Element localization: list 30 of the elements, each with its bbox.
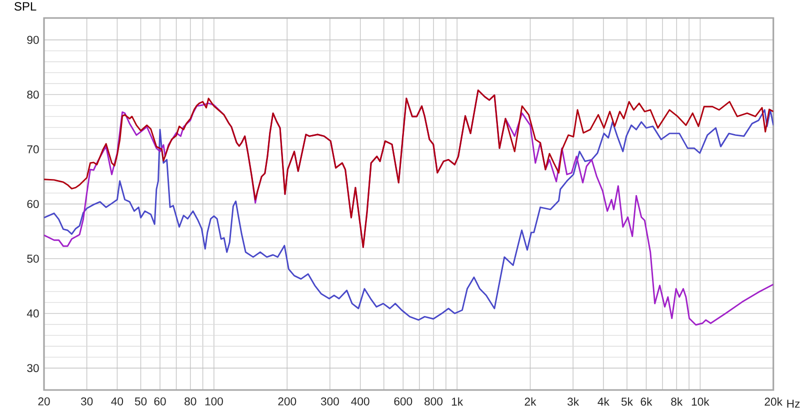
x-tick-label: 1k: [452, 397, 464, 406]
x-tick-label: 8k: [671, 397, 683, 406]
x-tick-label: 3k: [568, 397, 580, 406]
x-tick-label: 10k: [692, 397, 710, 406]
x-tick-label: 5k: [621, 397, 633, 406]
x-tick-label: 2k: [524, 397, 536, 406]
x-tick-label: 6k: [640, 397, 652, 406]
x-tick-label: 50: [134, 397, 147, 406]
x-tick-label: 80: [184, 397, 196, 406]
x-axis-title: Hz: [787, 400, 800, 408]
x-tick-label: 800: [424, 397, 442, 406]
y-tick-label: 60: [27, 200, 39, 208]
y-tick-label: 80: [27, 90, 39, 99]
x-tick-label: 200: [278, 397, 296, 406]
x-tick-label: 40: [111, 397, 124, 406]
y-tick-label: 50: [27, 254, 39, 263]
x-tick-label: 20: [38, 397, 50, 406]
y-axis-title: SPL: [14, 2, 36, 11]
y-tick-label: 30: [27, 364, 39, 372]
x-tick-label: 60: [154, 397, 166, 406]
x-tick-label: 30: [80, 397, 93, 406]
x-tick-label: 100: [205, 397, 223, 406]
x-tick-label: 300: [320, 397, 339, 406]
x-tick-label: 4k: [598, 397, 610, 406]
y-tick-label: 90: [27, 36, 39, 44]
y-tick-label: 70: [27, 145, 39, 154]
x-tick-label: 400: [351, 397, 370, 406]
x-tick-label: 600: [394, 397, 412, 406]
x-tick-label: 20k: [764, 397, 782, 406]
y-tick-label: 40: [26, 309, 39, 318]
